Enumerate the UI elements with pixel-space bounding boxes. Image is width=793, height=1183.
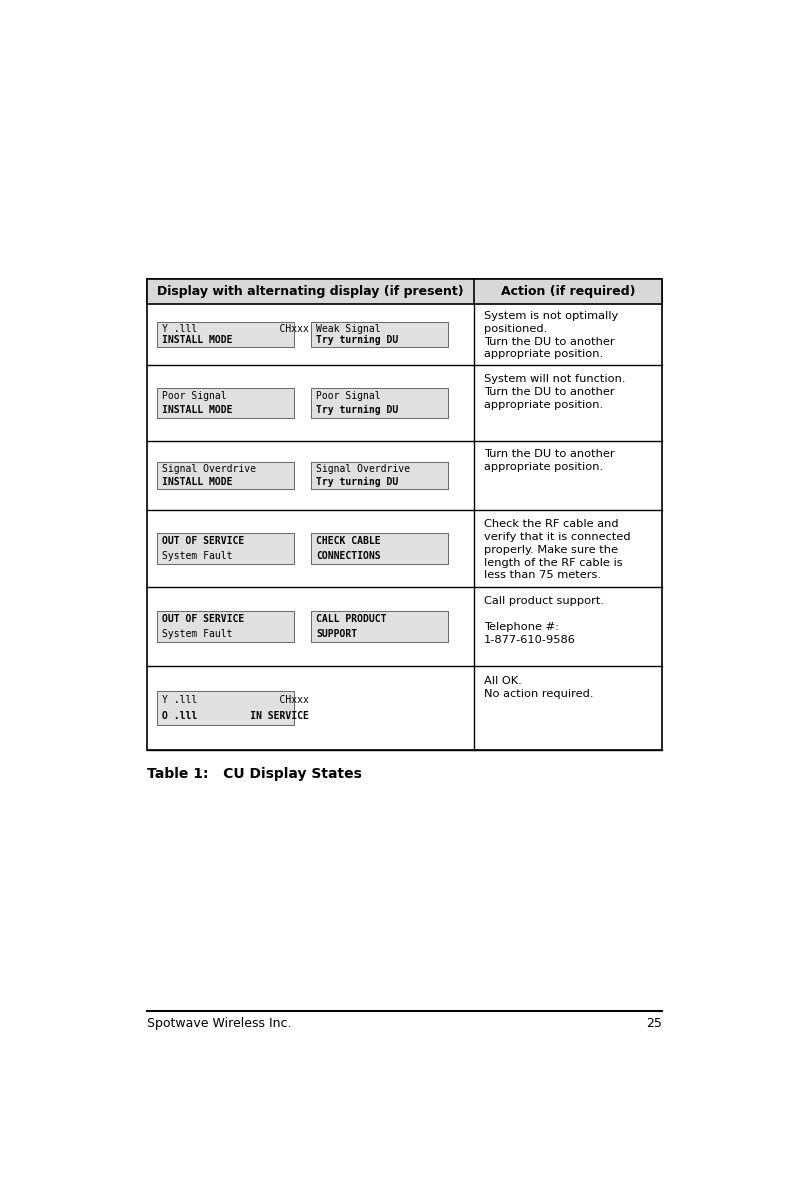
Bar xyxy=(147,279,662,750)
Bar xyxy=(147,279,662,304)
Text: System Fault: System Fault xyxy=(163,550,233,561)
Text: Try turning DU: Try turning DU xyxy=(316,405,398,415)
Bar xyxy=(157,534,294,564)
Text: SUPPORT: SUPPORT xyxy=(316,628,358,639)
Text: CHECK CABLE: CHECK CABLE xyxy=(316,536,381,547)
Text: Spotwave Wireless Inc.: Spotwave Wireless Inc. xyxy=(147,1016,292,1029)
Bar xyxy=(311,461,448,490)
Bar xyxy=(311,322,448,347)
Text: Call product support.

Telephone #:
1-877-610-9586: Call product support. Telephone #: 1-877… xyxy=(484,596,603,645)
Text: INSTALL MODE: INSTALL MODE xyxy=(163,477,233,486)
Bar xyxy=(157,388,294,418)
Text: Action (if required): Action (if required) xyxy=(500,285,635,298)
Text: Try turning DU: Try turning DU xyxy=(316,477,398,486)
Text: Display with alternating display (if present): Display with alternating display (if pre… xyxy=(157,285,464,298)
Text: System is not optimally
positioned.
Turn the DU to another
appropriate position.: System is not optimally positioned. Turn… xyxy=(484,311,618,360)
Text: Signal Overdrive: Signal Overdrive xyxy=(316,464,410,474)
Text: INSTALL MODE: INSTALL MODE xyxy=(163,405,233,415)
Bar xyxy=(311,610,448,642)
Text: Y .lll              CHxxx: Y .lll CHxxx xyxy=(163,696,309,705)
Text: System will not function.
Turn the DU to another
appropriate position.: System will not function. Turn the DU to… xyxy=(484,374,625,411)
Text: INSTALL MODE: INSTALL MODE xyxy=(163,335,233,345)
Text: CONNECTIONS: CONNECTIONS xyxy=(316,550,381,561)
Text: Signal Overdrive: Signal Overdrive xyxy=(163,464,256,474)
Bar xyxy=(157,691,294,725)
Text: Table 1:   CU Display States: Table 1: CU Display States xyxy=(147,768,362,781)
Text: Turn the DU to another
appropriate position.: Turn the DU to another appropriate posit… xyxy=(484,450,615,472)
Bar xyxy=(157,610,294,642)
Bar xyxy=(157,322,294,347)
Text: Poor Signal: Poor Signal xyxy=(316,392,381,401)
Text: Check the RF cable and
verify that it is connected
properly. Make sure the
lengt: Check the RF cable and verify that it is… xyxy=(484,519,630,581)
Bar xyxy=(311,388,448,418)
Bar xyxy=(311,534,448,564)
Text: System Fault: System Fault xyxy=(163,628,233,639)
Text: Y .lll              CHxxx: Y .lll CHxxx xyxy=(163,324,309,334)
Text: 25: 25 xyxy=(646,1016,662,1029)
Text: OUT OF SERVICE: OUT OF SERVICE xyxy=(163,536,245,547)
Text: All OK.
No action required.: All OK. No action required. xyxy=(484,675,593,698)
Text: O .lll         IN SERVICE: O .lll IN SERVICE xyxy=(163,711,309,720)
Bar xyxy=(157,461,294,490)
Text: Try turning DU: Try turning DU xyxy=(316,335,398,345)
Text: Poor Signal: Poor Signal xyxy=(163,392,227,401)
Text: CALL PRODUCT: CALL PRODUCT xyxy=(316,614,387,625)
Text: OUT OF SERVICE: OUT OF SERVICE xyxy=(163,614,245,625)
Text: Weak Signal: Weak Signal xyxy=(316,324,381,334)
